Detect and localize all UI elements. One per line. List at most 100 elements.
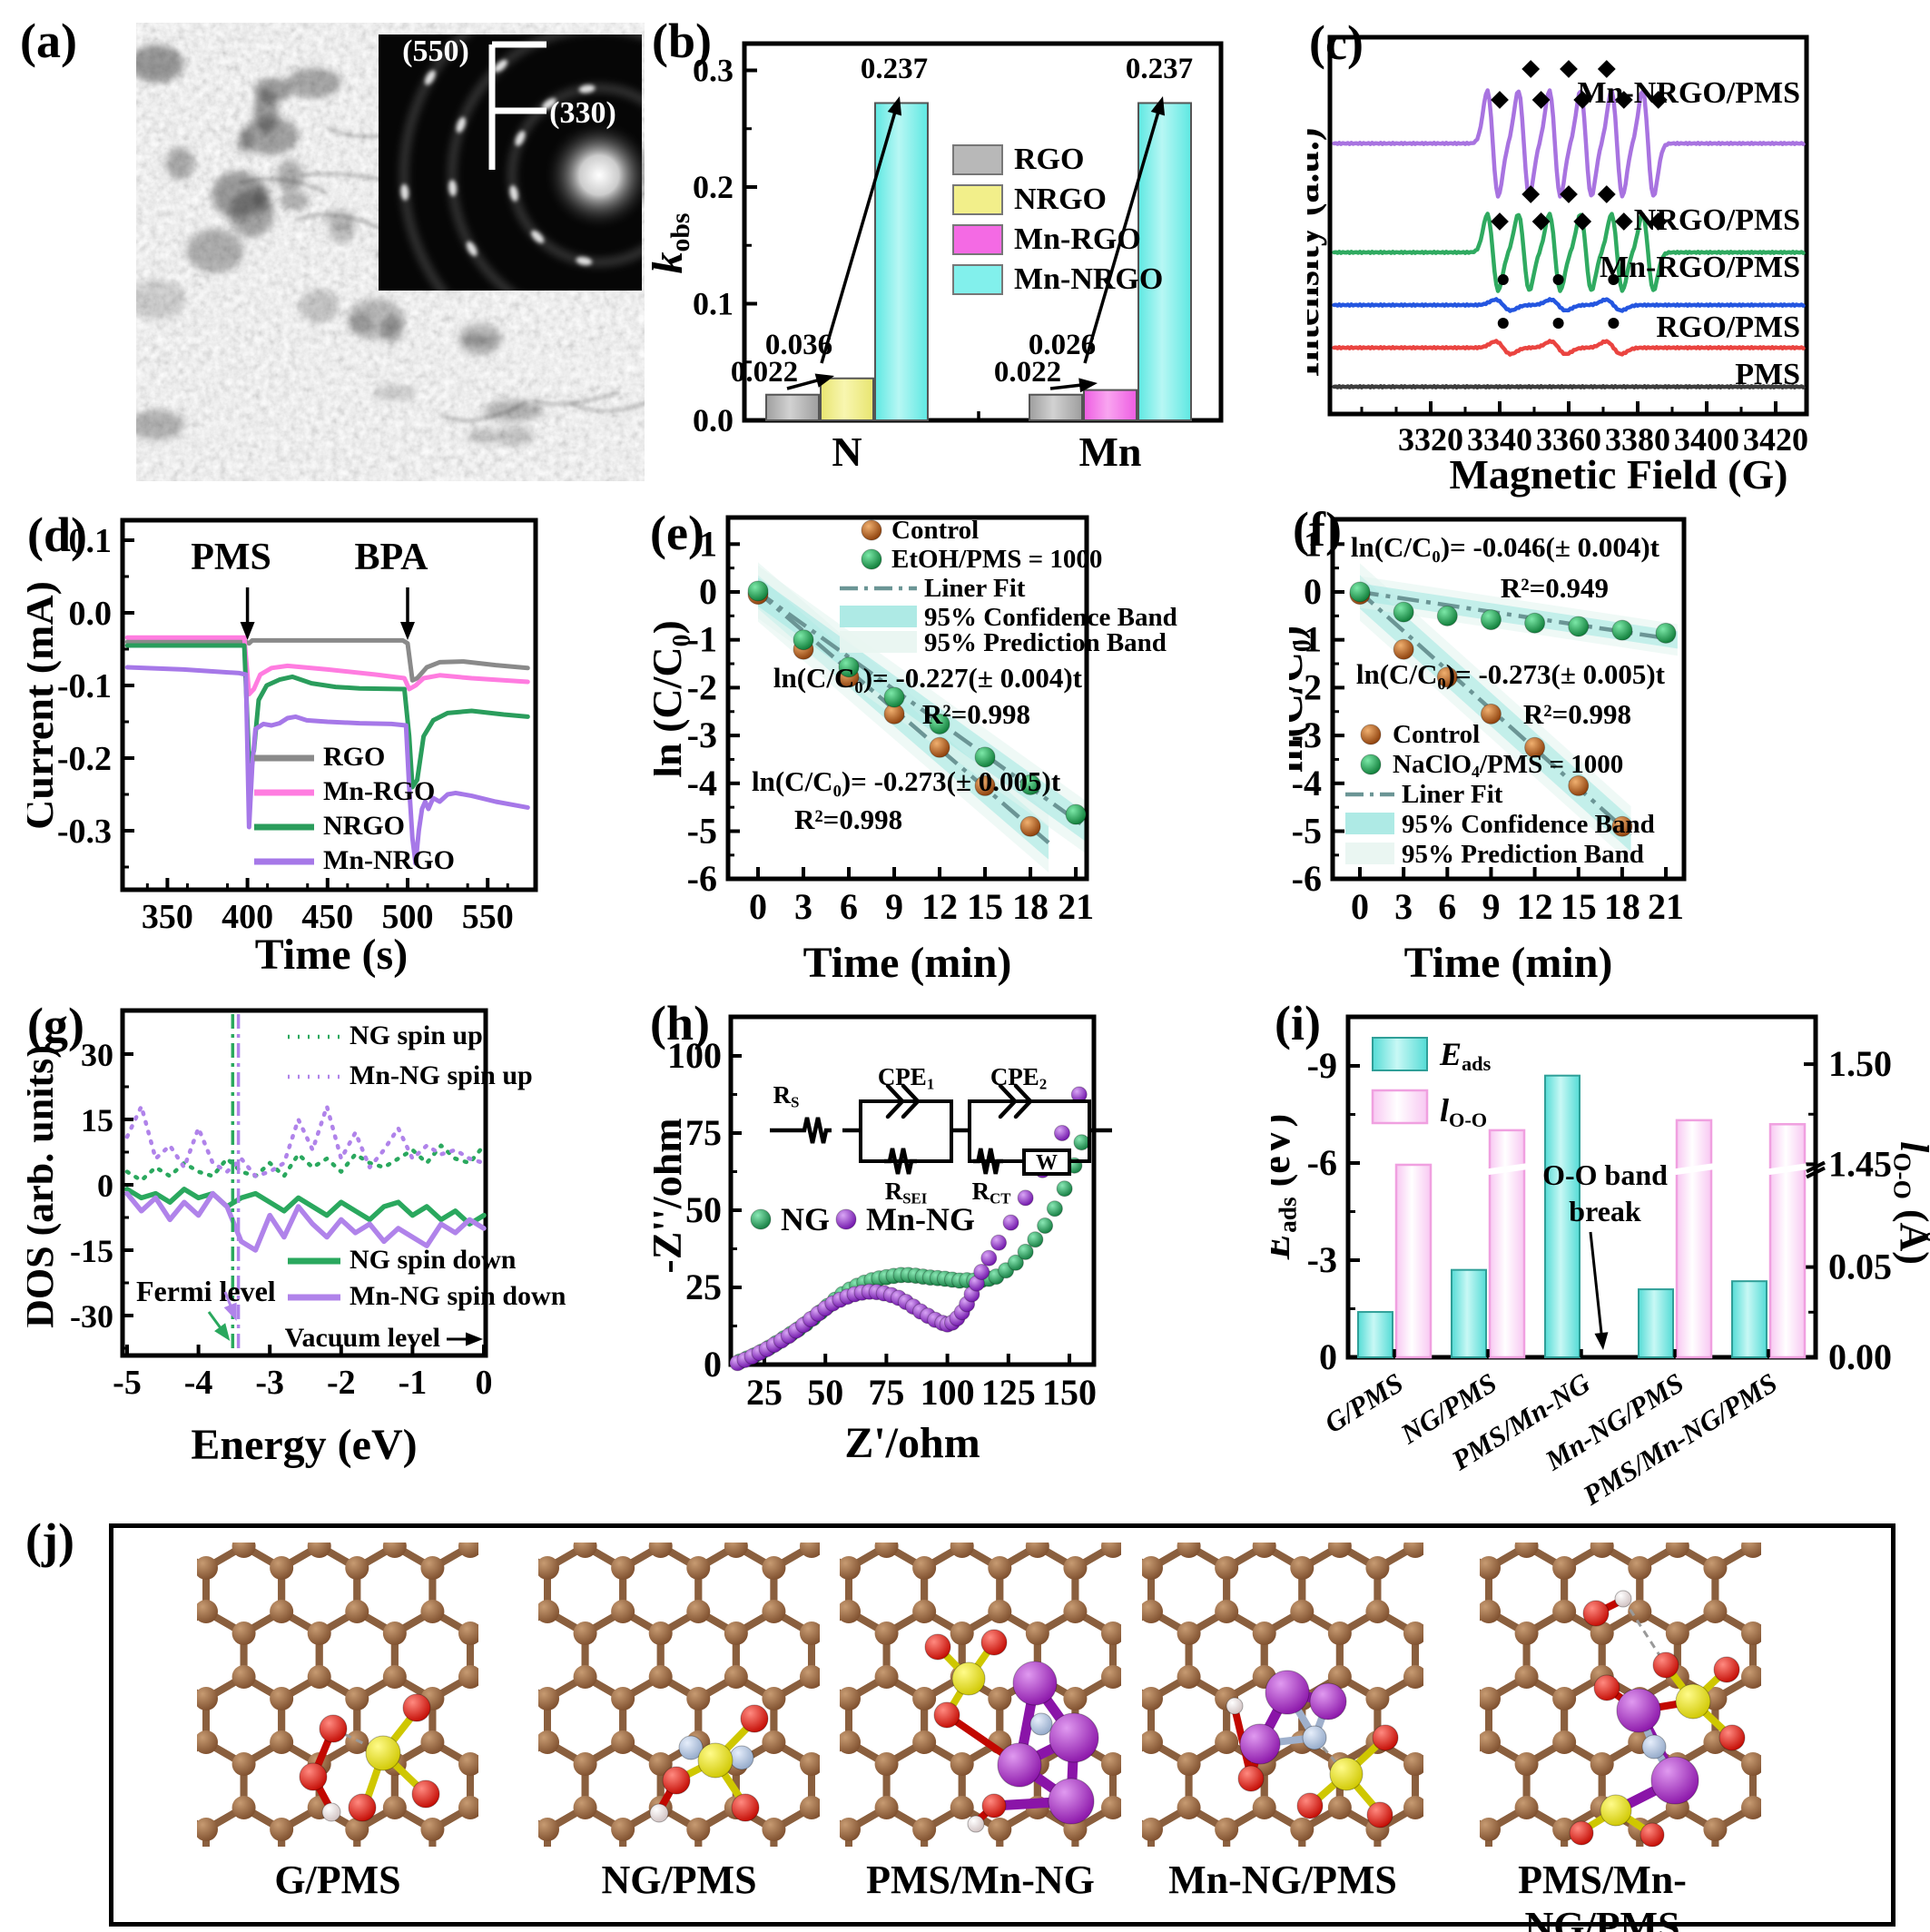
legend-label: NG spin up bbox=[350, 1020, 483, 1050]
trace-label: Mn-RGO/PMS bbox=[1600, 251, 1800, 284]
x-tick-label: 12 bbox=[1517, 886, 1553, 927]
fit-annotation: R²=0.998 bbox=[922, 698, 1030, 730]
carbon-atom bbox=[686, 1818, 711, 1841]
y-tick-label: -5 bbox=[687, 811, 717, 852]
carbon-atom bbox=[1025, 1543, 1049, 1558]
carbon-atom bbox=[538, 1730, 559, 1754]
y-tick-label: 0.3 bbox=[693, 53, 734, 89]
x-tick-label: 125 bbox=[981, 1372, 1036, 1413]
carbon-atom bbox=[611, 1730, 635, 1754]
diffraction-ring bbox=[399, 23, 645, 376]
molecule-ng-pms bbox=[538, 1543, 820, 1847]
x-tick-label: 18 bbox=[1012, 886, 1049, 927]
x-axis-title: Energy (eV) bbox=[191, 1421, 417, 1469]
oxygen-red-atom bbox=[731, 1793, 760, 1822]
manganese-purple-atom bbox=[1048, 1778, 1095, 1825]
carbon-atom bbox=[874, 1543, 899, 1558]
bar-rgo-n bbox=[765, 393, 820, 422]
panel-j-box: G/PMS NG/PMS PMS/Mn-NG Mn-NG/PMS PMS/Mn-… bbox=[109, 1523, 1896, 1932]
rs-label: RS bbox=[773, 1081, 800, 1111]
carbon-atom bbox=[988, 1818, 1012, 1841]
diffraction-spot bbox=[448, 180, 458, 197]
carbon-atom bbox=[345, 1600, 369, 1623]
carbon-atom bbox=[1514, 1622, 1539, 1645]
epr-trace-pms bbox=[1332, 384, 1806, 389]
cpe-symbol bbox=[885, 1083, 905, 1119]
carbon-atom bbox=[1403, 1622, 1423, 1645]
panel-h-letter: (h) bbox=[650, 996, 710, 1050]
carbon-atom bbox=[950, 1622, 974, 1645]
carbon-atom bbox=[988, 1600, 1012, 1623]
y-tick-label: 30 bbox=[81, 1037, 113, 1073]
legend-label: 95% Prediction Band bbox=[924, 628, 1167, 657]
y-tick-label: 0 bbox=[97, 1168, 113, 1204]
oxygen-red-atom bbox=[924, 1633, 951, 1661]
y-tick-label: 0.2 bbox=[693, 169, 734, 205]
category-label: G/PMS bbox=[1319, 1366, 1409, 1439]
y-tick-label: -6 bbox=[1292, 858, 1322, 899]
value-label: 0.026 bbox=[1029, 329, 1096, 361]
legend-label: Liner Fit bbox=[1402, 780, 1503, 809]
carbon-atom bbox=[1703, 1600, 1728, 1623]
point-naclo4-pms-1000 bbox=[1393, 601, 1414, 623]
bar-eads-1 bbox=[1451, 1268, 1487, 1359]
manganese-purple-atom bbox=[997, 1742, 1042, 1788]
epr-trace-mn-rgo/pms bbox=[1332, 297, 1806, 313]
point-etoh-pms-1000 bbox=[883, 686, 905, 708]
carbon-atom bbox=[1100, 1665, 1121, 1689]
carbon-atom bbox=[420, 1556, 445, 1580]
y-tick-label: 1 bbox=[1304, 523, 1322, 564]
manganese-purple-atom bbox=[1049, 1712, 1099, 1763]
x-tick-label: 350 bbox=[142, 898, 193, 936]
carbon-atom bbox=[573, 1622, 597, 1645]
legend-label: 95% Confidence Band bbox=[924, 603, 1177, 632]
x-tick-label: 15 bbox=[1561, 886, 1597, 927]
y-axis-title-left: Eads (eV) bbox=[1271, 1114, 1301, 1260]
dot-marker bbox=[1608, 318, 1620, 329]
y-axis-title-right: lO-O (Å) bbox=[1889, 1141, 1930, 1265]
diamond-marker bbox=[1521, 60, 1541, 78]
oxygen-red-atom bbox=[1652, 1651, 1679, 1679]
structure-label: NG/PMS bbox=[601, 1858, 757, 1902]
x-tick-label: 0 bbox=[749, 886, 767, 927]
plot-frame bbox=[725, 515, 1089, 882]
carbon-atom bbox=[1252, 1622, 1276, 1645]
carbon-atom bbox=[950, 1752, 974, 1776]
y-tick-label: -0.2 bbox=[57, 740, 112, 778]
legend-marker bbox=[1360, 724, 1382, 745]
carbon-atom bbox=[762, 1818, 786, 1841]
legend-label: Mn-NG spin down bbox=[350, 1281, 566, 1311]
x-axis-title: Time (min) bbox=[803, 939, 1012, 987]
resistor-symbol bbox=[799, 1117, 832, 1144]
point-naclo4-pms-1000 bbox=[1436, 605, 1458, 626]
y-tick-label: 25 bbox=[685, 1267, 722, 1307]
x-tick-label: 3320 bbox=[1398, 421, 1463, 458]
nitrogen-silver-atom bbox=[1641, 1734, 1667, 1760]
x-tick-label: 3340 bbox=[1467, 421, 1532, 458]
chart-dos: -5 -4 -3 -2 -1 0 30 15 0 -15 -30 NG spin up Mn-NG sp… bbox=[27, 1008, 566, 1469]
bar-mn-rgo-mn bbox=[1083, 389, 1137, 421]
carbon-atom bbox=[382, 1665, 407, 1689]
manganese-purple-atom bbox=[1650, 1756, 1699, 1805]
y-tick-label: 15 bbox=[81, 1102, 113, 1138]
cpe-symbol bbox=[1013, 1083, 1033, 1119]
x-axis-title: Magnetic Field (G) bbox=[1449, 451, 1787, 498]
y-axis-title: kobs bbox=[644, 213, 695, 274]
carbon-atom bbox=[724, 1622, 748, 1645]
fit-annotation: R²=0.998 bbox=[1523, 698, 1631, 730]
bar-rgo-mn bbox=[1029, 393, 1083, 422]
sulfur-yellow-atom bbox=[697, 1742, 734, 1779]
manganese-purple-atom bbox=[1616, 1688, 1661, 1733]
y-tick-label: 100 bbox=[667, 1035, 722, 1076]
x-axis-title: Time (min) bbox=[1404, 939, 1613, 987]
y-tick-label: 0.0 bbox=[69, 595, 113, 633]
diamond-marker bbox=[1560, 60, 1578, 78]
carbon-atom bbox=[1514, 1543, 1539, 1558]
point-etoh-pms-1000 bbox=[1019, 774, 1041, 795]
carbon-atom bbox=[988, 1556, 1012, 1580]
fit-annotation: ln(C/C₀)= -0.273(± 0.005)t bbox=[752, 765, 1061, 797]
carbon-atom bbox=[648, 1543, 673, 1558]
x-tick-label: 3360 bbox=[1536, 421, 1601, 458]
dot-marker bbox=[1608, 274, 1620, 285]
y-tick-label-left: -9 bbox=[1307, 1045, 1337, 1086]
